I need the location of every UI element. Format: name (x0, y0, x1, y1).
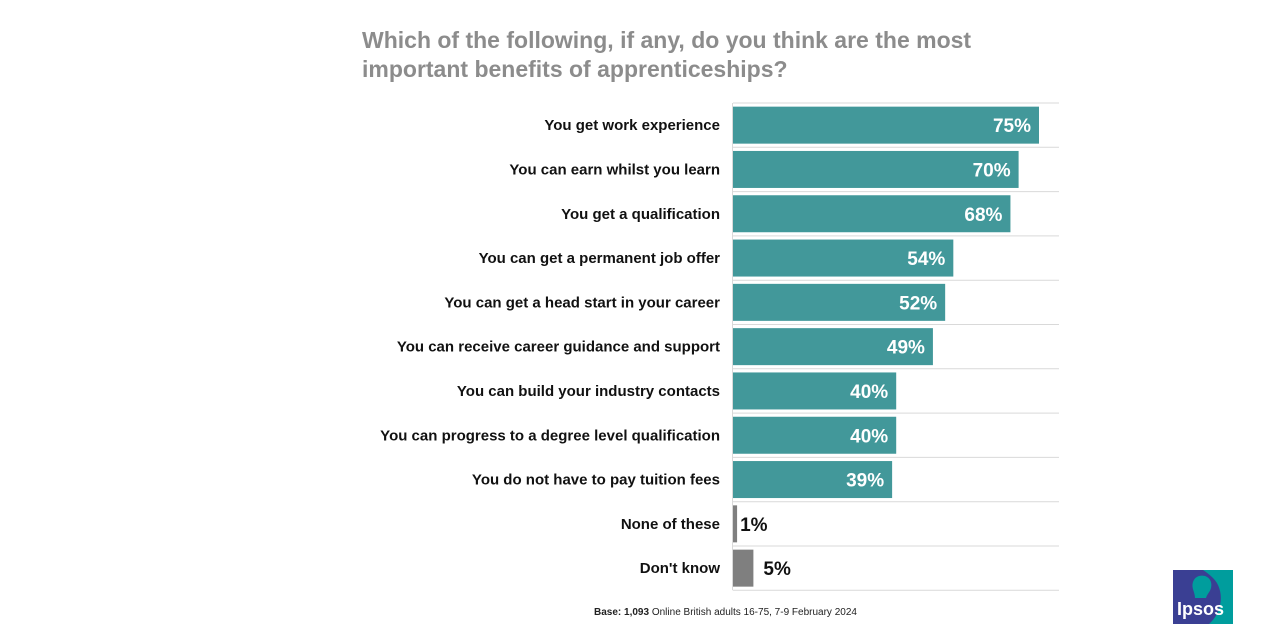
category-label: You can get a head start in your career (444, 294, 720, 311)
bar (733, 549, 754, 587)
value-label: 68% (964, 205, 1002, 226)
bar (733, 505, 738, 543)
bar (733, 372, 897, 410)
value-label: 40% (850, 382, 888, 403)
value-label: 75% (993, 116, 1031, 137)
bar (733, 328, 933, 366)
base-label: Base: (594, 607, 622, 618)
bar (733, 283, 946, 321)
value-label: 49% (887, 338, 925, 359)
category-label: Don't know (640, 560, 721, 577)
value-label: 70% (973, 160, 1011, 181)
bar (733, 195, 1011, 233)
chart-title: Which of the following, if any, do you t… (362, 27, 972, 82)
category-label: You can progress to a degree level quali… (380, 427, 720, 444)
logo-text: Ipsos (1177, 599, 1224, 619)
bar (733, 461, 893, 499)
category-label: You get work experience (544, 117, 720, 134)
value-label: 54% (907, 249, 945, 270)
category-label: You can receive career guidance and supp… (397, 339, 720, 356)
base-note: Base: 1,093 Online British adults 16-75,… (594, 607, 857, 618)
category-label: You can build your industry contacts (457, 383, 720, 400)
value-label: 1% (740, 515, 768, 536)
value-label: 40% (850, 426, 888, 447)
value-label: 39% (846, 471, 884, 492)
value-label: 5% (763, 559, 791, 580)
bar (733, 239, 954, 277)
value-label: 52% (899, 293, 937, 314)
category-label: You can earn whilst you learn (509, 161, 720, 178)
category-label: You do not have to pay tuition fees (472, 472, 720, 489)
bar (733, 150, 1019, 188)
base-value: 1,093 (624, 607, 650, 618)
base-description: Online British adults 16-75, 7-9 Februar… (651, 607, 857, 618)
category-label: You get a qualification (561, 206, 720, 223)
category-label: You can get a permanent job offer (479, 250, 721, 267)
bar (733, 416, 897, 454)
ipsos-logo: Ipsos (1173, 570, 1233, 624)
category-label: None of these (621, 516, 720, 533)
bar (733, 106, 1039, 144)
